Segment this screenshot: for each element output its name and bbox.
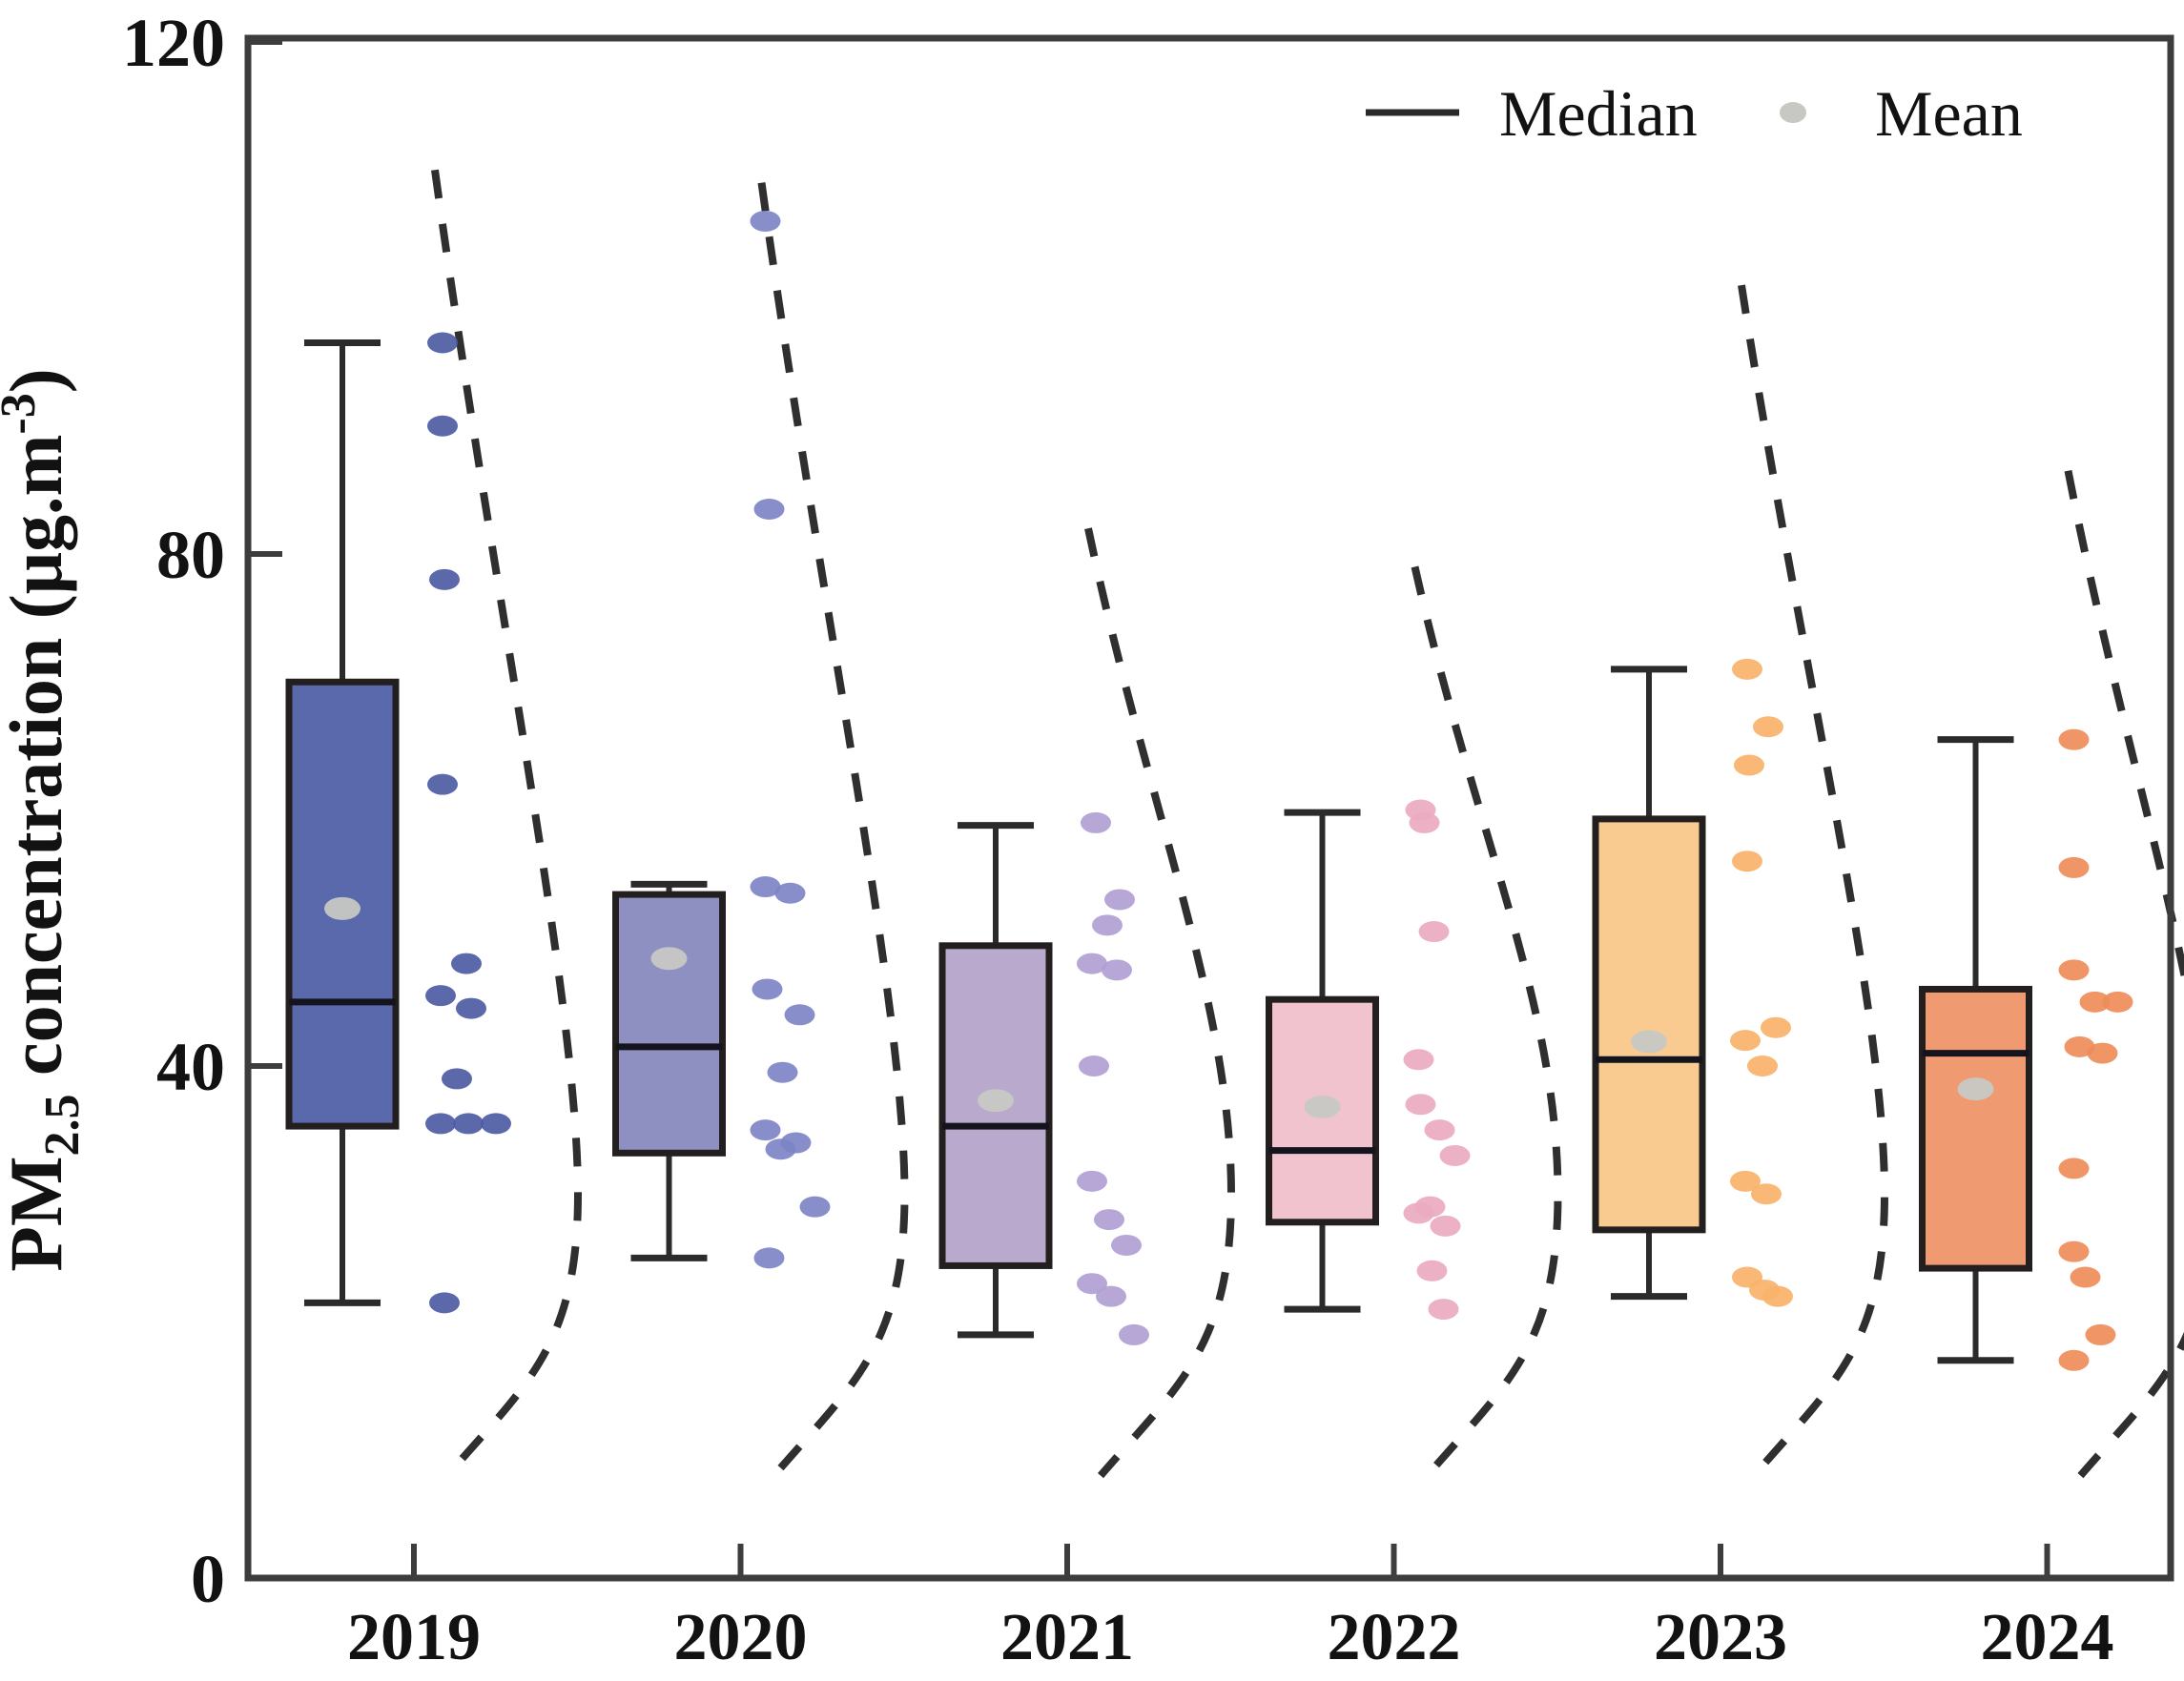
- data-point-2020-7: [750, 1119, 781, 1141]
- mean-dot-2022: [1304, 1095, 1341, 1118]
- data-point-2023-0: [1732, 658, 1762, 680]
- data-point-2019-2: [429, 568, 460, 590]
- data-point-2024-5: [2064, 1035, 2095, 1057]
- x-tick-label-2023: 2023: [1654, 1601, 1787, 1674]
- data-point-2021-3: [1077, 953, 1107, 974]
- legend-mean-label: Mean: [1875, 77, 2023, 150]
- data-point-2020-1: [753, 499, 785, 521]
- data-point-2021-5: [1079, 1056, 1109, 1076]
- density-curve-2021: [1084, 527, 1236, 1479]
- data-point-2021-4: [1102, 959, 1132, 981]
- x-tick-label-2022: 2022: [1328, 1601, 1461, 1674]
- box-2020: [612, 891, 726, 1157]
- data-point-2023-6: [1747, 1056, 1778, 1076]
- data-point-2024-1: [2058, 856, 2090, 878]
- data-point-2024-2: [2058, 959, 2090, 981]
- data-point-2023-7: [1730, 1170, 1761, 1192]
- data-point-2024-8: [2058, 1240, 2090, 1262]
- data-point-2024-9: [2070, 1266, 2101, 1288]
- density-curve-2019: [431, 169, 583, 1479]
- data-point-2019-1: [427, 415, 458, 437]
- y-axis-label: PM2.5 concentration (μg.m-3): [0, 368, 90, 1272]
- data-point-2021-10: [1096, 1285, 1126, 1307]
- data-point-2023-5: [1730, 1030, 1761, 1052]
- data-point-2021-6: [1077, 1170, 1107, 1192]
- data-point-2023-8: [1751, 1183, 1782, 1205]
- data-point-2019-6: [456, 997, 486, 1019]
- data-point-2021-2: [1092, 914, 1123, 936]
- y-tick-label-40: 40: [156, 1029, 225, 1105]
- data-point-2023-4: [1761, 1016, 1791, 1038]
- y-tick-label-80: 80: [156, 517, 225, 593]
- data-point-2024-0: [2058, 728, 2090, 750]
- x-tick-label-2024: 2024: [1981, 1601, 2114, 1674]
- data-point-2023-2: [1734, 754, 1764, 776]
- data-point-2020-9: [765, 1138, 796, 1160]
- data-point-2021-8: [1111, 1234, 1142, 1256]
- data-point-2022-1: [1409, 811, 1440, 833]
- data-point-2024-4: [2102, 991, 2133, 1013]
- mean-dot-2023: [1631, 1030, 1667, 1054]
- box-2024: [1919, 985, 2032, 1272]
- data-point-2021-11: [1119, 1323, 1149, 1345]
- data-point-2024-11: [2058, 1349, 2090, 1371]
- data-point-2019-4: [451, 953, 482, 974]
- data-point-2019-7: [442, 1068, 472, 1090]
- data-point-2024-6: [2087, 1042, 2118, 1064]
- data-point-2022-3: [1403, 1049, 1434, 1071]
- data-point-2022-2: [1418, 921, 1450, 943]
- data-point-2021-7: [1094, 1209, 1124, 1231]
- data-point-2020-6: [767, 1061, 798, 1083]
- data-point-2021-9: [1077, 1273, 1107, 1295]
- x-tick-label-2019: 2019: [347, 1601, 481, 1674]
- density-curve-2020: [757, 182, 909, 1479]
- data-point-2022-11: [1428, 1299, 1459, 1321]
- data-point-2020-4: [752, 978, 783, 1000]
- plot-frame: [244, 34, 2174, 1582]
- data-point-2024-3: [2079, 991, 2111, 1013]
- data-point-2020-5: [784, 1004, 815, 1026]
- box-2023: [1592, 815, 1706, 1234]
- data-point-2021-1: [1104, 889, 1135, 911]
- y-tick-label-120: 120: [122, 5, 225, 81]
- data-point-2020-11: [753, 1247, 785, 1269]
- data-point-2020-2: [750, 876, 781, 898]
- data-point-2022-4: [1405, 1094, 1436, 1116]
- data-point-2019-0: [427, 332, 458, 354]
- data-point-2019-10: [481, 1113, 511, 1135]
- data-point-2019-9: [453, 1113, 484, 1135]
- data-point-2022-10: [1416, 1260, 1448, 1281]
- data-point-2020-0: [750, 210, 781, 232]
- x-tick-label-2021: 2021: [1000, 1601, 1134, 1674]
- data-point-2019-8: [425, 1113, 456, 1135]
- data-point-2022-8: [1403, 1202, 1434, 1224]
- data-point-2023-11: [1762, 1285, 1793, 1307]
- mean-dot-2019: [324, 896, 361, 920]
- mean-dot-2021: [978, 1089, 1014, 1113]
- data-point-2020-10: [799, 1196, 831, 1218]
- x-tick-label-2020: 2020: [674, 1601, 808, 1674]
- data-point-2024-7: [2058, 1158, 2090, 1179]
- data-point-2020-3: [774, 882, 806, 904]
- data-point-2022-6: [1439, 1144, 1471, 1166]
- legend-mean-dot-sample: [1780, 102, 1806, 123]
- legend-median-label: Median: [1499, 77, 1698, 150]
- data-point-2024-10: [2085, 1323, 2116, 1345]
- data-point-2019-3: [427, 773, 458, 795]
- data-point-2019-5: [425, 985, 456, 1007]
- mean-dot-2024: [1957, 1077, 1994, 1101]
- data-point-2023-1: [1753, 716, 1783, 738]
- density-curve-2024: [2064, 469, 2184, 1479]
- data-point-2022-5: [1424, 1119, 1455, 1141]
- data-point-2019-11: [429, 1292, 460, 1314]
- density-curve-2023: [1738, 284, 1889, 1479]
- data-point-2023-3: [1732, 851, 1762, 872]
- data-point-2021-0: [1081, 811, 1111, 833]
- y-tick-label-0: 0: [191, 1541, 225, 1617]
- mean-dot-2020: [650, 947, 688, 971]
- data-point-2022-9: [1430, 1215, 1461, 1237]
